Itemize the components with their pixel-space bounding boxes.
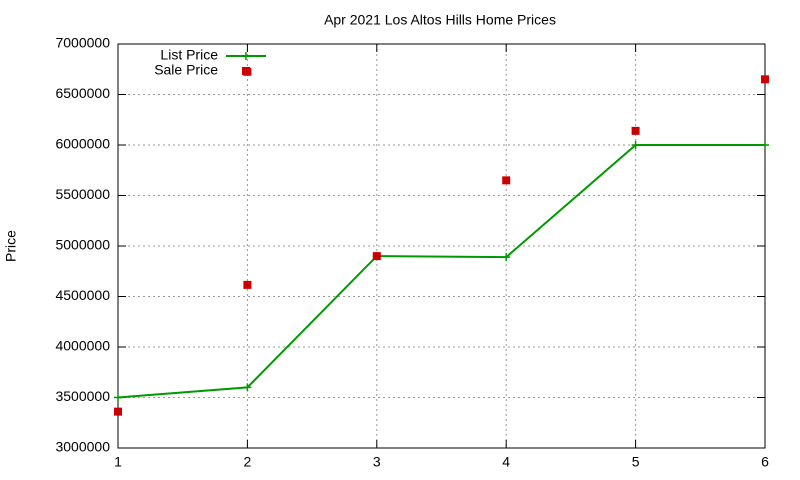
y-tick-label: 6000000 xyxy=(55,136,110,152)
x-tick-label: 1 xyxy=(114,454,122,470)
legend-label: List Price xyxy=(160,47,218,63)
point-marker xyxy=(502,253,511,262)
plot-border xyxy=(117,43,766,449)
legend-swatch xyxy=(242,52,250,60)
y-axis-label: Price xyxy=(3,230,19,262)
y-tick-label: 5000000 xyxy=(55,237,110,253)
series-line xyxy=(117,144,765,399)
y-tick-label: 6500000 xyxy=(55,85,110,101)
scatter-point xyxy=(243,280,252,289)
point-marker xyxy=(761,141,769,149)
x-tick-label: 2 xyxy=(244,454,252,470)
x-tick-label: 5 xyxy=(632,454,640,470)
x-tick-label: 3 xyxy=(373,454,381,470)
y-tick-label: 3500000 xyxy=(55,388,110,404)
legend-swatch xyxy=(242,67,250,75)
legend-label: Sale Price xyxy=(154,62,218,78)
y-tick-label: 3000000 xyxy=(55,439,110,455)
scatter-point xyxy=(631,126,640,135)
y-tick-label: 5500000 xyxy=(55,186,110,202)
point-marker xyxy=(631,141,640,149)
y-tick-label: 4500000 xyxy=(55,287,110,303)
point-marker xyxy=(243,383,252,392)
scatter-point xyxy=(114,407,122,416)
point-marker xyxy=(114,393,122,402)
x-tick-label: 4 xyxy=(502,454,510,470)
scatter-point xyxy=(502,176,511,185)
y-tick-label: 7000000 xyxy=(55,35,110,51)
scatter-point xyxy=(372,252,381,261)
x-tick-label: 6 xyxy=(761,454,769,470)
y-tick-label: 4000000 xyxy=(55,338,110,354)
chart-title: Apr 2021 Los Altos Hills Home Prices xyxy=(324,12,556,28)
scatter-point xyxy=(761,75,769,84)
